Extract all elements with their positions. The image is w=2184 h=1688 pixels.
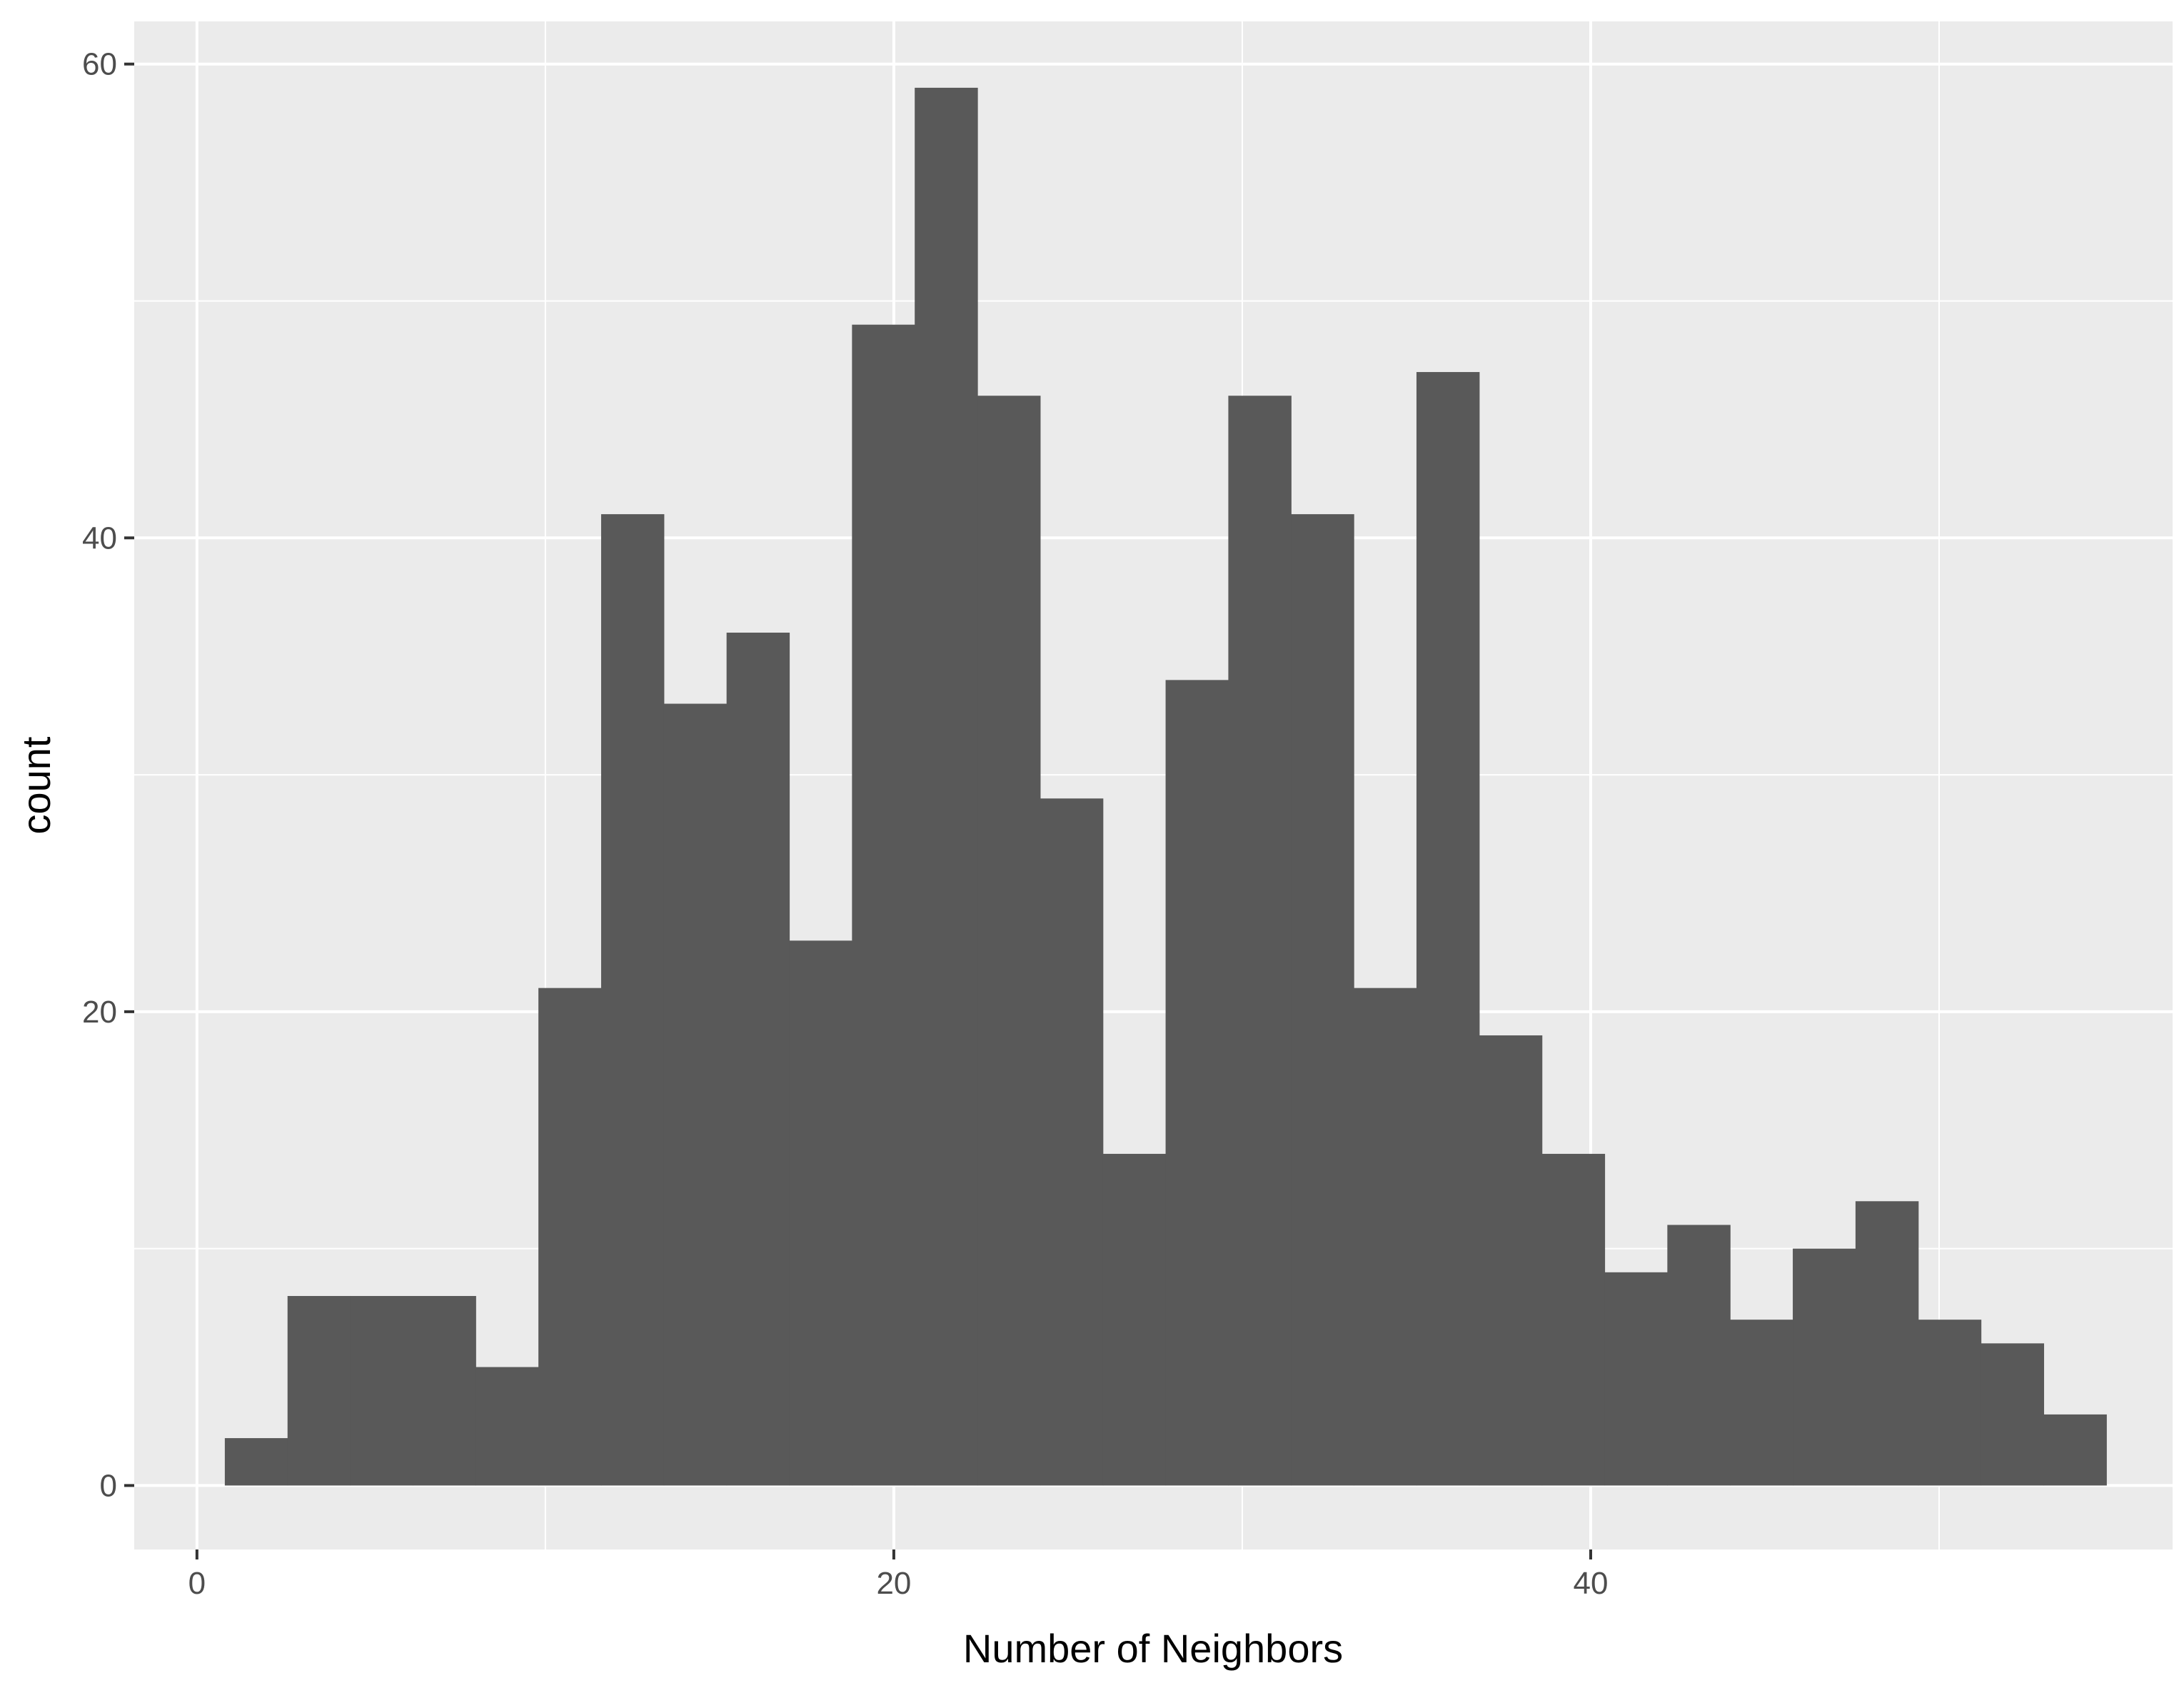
y-tick-label: 60 <box>82 47 117 82</box>
x-axis-title: Number of Neighbors <box>963 1626 1343 1671</box>
histogram-bar <box>1354 988 1417 1486</box>
histogram-bar <box>1102 1153 1167 1486</box>
y-axis: 0 20 40 60 <box>82 47 134 1503</box>
y-tick-label: 20 <box>82 995 117 1030</box>
histogram-bar <box>538 988 602 1486</box>
histogram-bar <box>1604 1272 1668 1486</box>
histogram-bar <box>726 633 790 1486</box>
y-tick-label: 40 <box>82 521 117 556</box>
histogram-bar <box>977 396 1041 1486</box>
histogram-bar <box>2043 1414 2107 1486</box>
histogram-bar <box>1918 1320 1982 1486</box>
histogram-bar <box>350 1295 414 1486</box>
histogram-bar <box>1730 1320 1793 1486</box>
histogram-bar <box>600 514 665 1486</box>
x-tick-label: 20 <box>876 1566 911 1601</box>
histogram-bar <box>1667 1225 1731 1486</box>
histogram-bar <box>1479 1035 1543 1486</box>
histogram-bar <box>287 1295 351 1486</box>
y-axis-title: count <box>14 736 59 834</box>
x-tick-label: 0 <box>188 1566 206 1601</box>
x-axis: 0 20 40 <box>188 1549 1609 1601</box>
histogram-bar <box>224 1438 288 1486</box>
histogram-bar <box>1793 1248 1856 1486</box>
histogram-bar <box>1981 1343 2045 1486</box>
histogram-bar <box>1228 396 1292 1486</box>
histogram-bar <box>1291 514 1354 1486</box>
y-tick-label: 0 <box>100 1468 117 1503</box>
histogram-bar <box>1855 1201 1919 1486</box>
histogram-bar <box>1040 798 1104 1486</box>
bars <box>224 87 2107 1486</box>
histogram-bar <box>915 87 978 1486</box>
histogram-bar <box>1416 372 1480 1486</box>
histogram-bar <box>852 324 915 1486</box>
x-tick-label: 40 <box>1574 1566 1609 1601</box>
histogram-bar <box>1541 1153 1606 1486</box>
histogram-bar <box>413 1295 476 1486</box>
histogram-bar <box>475 1367 539 1486</box>
histogram-bar <box>1165 680 1229 1486</box>
histogram-bar <box>789 940 852 1486</box>
histogram-bar <box>663 703 728 1486</box>
